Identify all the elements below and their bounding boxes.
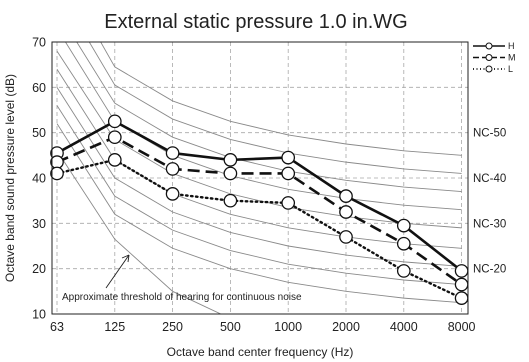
marker-l-250: [165, 187, 180, 201]
x-tick-4000: 4000: [390, 320, 418, 334]
nc-curve-3: [76, 42, 462, 193]
marker-m-4000: [396, 236, 411, 251]
marker-l-2000: [339, 230, 353, 244]
marker-l-500: [223, 193, 238, 208]
x-tick-labels: 63 125 250 500 1000 2000 4000 8000: [50, 320, 476, 334]
marker-m-8000: [454, 277, 469, 292]
nc-curve-9: [56, 123, 462, 304]
nc-curve-8: [56, 105, 462, 285]
marker-m-63: [50, 155, 64, 169]
x-tick-250: 250: [162, 320, 183, 334]
marker-l-8000: [454, 291, 469, 305]
marker-h-8000: [454, 264, 469, 278]
nc-label-30: NC-30: [473, 218, 506, 230]
chart-title: External static pressure 1.0 in.WG: [104, 11, 407, 33]
marker-h-125: [107, 114, 122, 129]
marker-h-500: [223, 153, 238, 167]
marker-h-4000: [396, 218, 411, 233]
series-lines: [55, 120, 463, 300]
x-tick-63: 63: [50, 320, 64, 334]
plot-frame: [51, 41, 469, 315]
threshold-curve-line: [56, 150, 222, 314]
nc-curve-7: [56, 87, 462, 267]
nc-curve-1: [100, 42, 462, 156]
y-tick-labels: 10 20 30 40 50 60 70: [32, 36, 46, 322]
nc-labels: NC-50 NC-40 NC-30 NC-20: [473, 128, 506, 276]
legend-marker-l: [485, 65, 493, 73]
marker-h-2000: [339, 189, 353, 203]
legend-label-m: M: [508, 53, 516, 63]
nc-label-20: NC-20: [473, 264, 506, 276]
x-tick-500: 500: [220, 320, 241, 334]
y-tick-70: 70: [32, 36, 46, 50]
x-tick-125: 125: [104, 320, 125, 334]
y-tick-50: 50: [32, 126, 46, 140]
y-tick-30: 30: [32, 217, 46, 231]
marker-m-2000: [339, 205, 353, 219]
legend-label-h: H: [508, 41, 515, 51]
y-tick-10: 10: [32, 308, 46, 322]
x-axis-label: Octave band center frequency (Hz): [167, 345, 354, 359]
threshold-annotation: Approximate threshold of hearing for con…: [62, 254, 302, 303]
legend-marker-m: [485, 54, 493, 61]
marker-l-63: [50, 166, 64, 181]
legend-marker-h: [485, 42, 493, 50]
series-line-h: [56, 120, 463, 272]
marker-m-250: [165, 162, 180, 176]
marker-l-4000: [396, 264, 411, 278]
nc-curves: [56, 42, 462, 304]
annotation-arrow-head: [121, 254, 130, 263]
marker-l-125: [107, 153, 122, 167]
marker-h-250: [165, 146, 180, 160]
nc-curve-2: [88, 42, 462, 174]
marker-h-1000: [281, 150, 296, 165]
legend: HML: [473, 41, 516, 74]
legend-label-l: L: [508, 64, 513, 74]
threshold-curve: [56, 150, 222, 314]
marker-m-125: [107, 130, 122, 145]
x-tick-8000: 8000: [448, 320, 476, 334]
marker-m-500: [223, 166, 238, 181]
marker-m-1000: [281, 166, 296, 181]
annotation-arrow-line: [105, 254, 130, 289]
y-tick-40: 40: [32, 172, 46, 186]
series-line-m: [56, 135, 463, 286]
nc-label-40: NC-40: [473, 173, 506, 185]
y-tick-20: 20: [32, 262, 46, 276]
y-axis-label: Octave band sound pressure level (dB): [3, 74, 17, 282]
series-markers: [50, 114, 469, 305]
x-tick-1000: 1000: [274, 320, 302, 334]
y-tick-60: 60: [32, 81, 46, 95]
marker-l-1000: [281, 196, 296, 210]
annotation-text: Approximate threshold of hearing for con…: [62, 292, 302, 303]
nc-curve-5: [56, 50, 462, 229]
series-line-l: [55, 158, 463, 300]
nc-label-50: NC-50: [473, 128, 506, 140]
x-tick-2000: 2000: [332, 320, 360, 334]
